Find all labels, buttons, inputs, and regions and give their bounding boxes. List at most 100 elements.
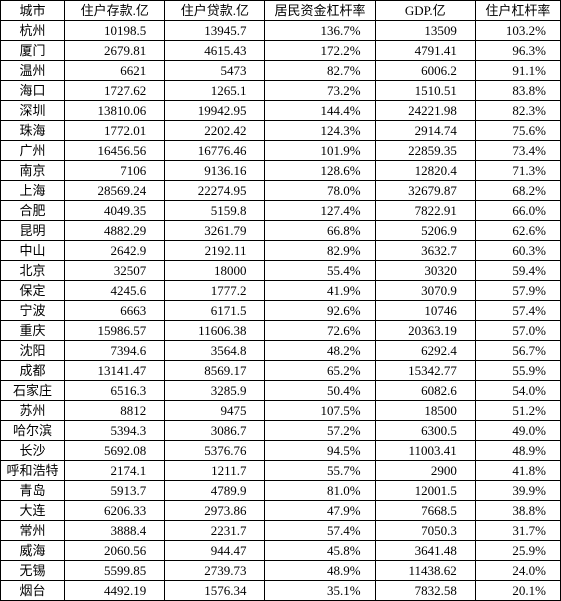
cell-hh-leverage: 73.4%	[475, 141, 560, 161]
cell-gdp: 6292.4	[375, 341, 475, 361]
cell-city: 温州	[1, 61, 65, 81]
cell-city: 中山	[1, 241, 65, 261]
cell-gdp: 1510.51	[375, 81, 475, 101]
cell-hh-leverage: 41.8%	[475, 461, 560, 481]
cell-hh-leverage: 60.3%	[475, 241, 560, 261]
cell-loan: 11606.38	[165, 321, 265, 341]
cell-gdp: 5206.9	[375, 221, 475, 241]
cell-gdp: 10746	[375, 301, 475, 321]
cell-city: 呼和浩特	[1, 461, 65, 481]
cell-hh-leverage: 103.2%	[475, 21, 560, 41]
table-row: 合肥4049.355159.8127.4%7822.9166.0%	[1, 201, 561, 221]
table-row: 昆明4882.293261.7966.8%5206.962.6%	[1, 221, 561, 241]
cell-hh-leverage: 57.9%	[475, 281, 560, 301]
cell-gdp: 15342.77	[375, 361, 475, 381]
cell-fund-leverage: 92.6%	[265, 301, 375, 321]
cell-gdp: 20363.19	[375, 321, 475, 341]
cell-deposit: 7106	[65, 161, 165, 181]
cell-loan: 18000	[165, 261, 265, 281]
cell-deposit: 16456.56	[65, 141, 165, 161]
cell-deposit: 5692.08	[65, 441, 165, 461]
cell-fund-leverage: 144.4%	[265, 101, 375, 121]
col-deposit: 住户存款.亿	[65, 1, 165, 21]
cell-fund-leverage: 78.0%	[265, 181, 375, 201]
cell-fund-leverage: 55.7%	[265, 461, 375, 481]
cell-gdp: 12820.4	[375, 161, 475, 181]
cell-hh-leverage: 56.7%	[475, 341, 560, 361]
table-row: 中山2642.92192.1182.9%3632.760.3%	[1, 241, 561, 261]
cell-loan: 13945.7	[165, 21, 265, 41]
cell-city: 沈阳	[1, 341, 65, 361]
cell-hh-leverage: 83.8%	[475, 81, 560, 101]
table-row: 成都13141.478569.1765.2%15342.7755.9%	[1, 361, 561, 381]
cell-gdp: 7050.3	[375, 521, 475, 541]
cell-city: 重庆	[1, 321, 65, 341]
table-row: 常州3888.42231.757.4%7050.331.7%	[1, 521, 561, 541]
cell-fund-leverage: 35.1%	[265, 581, 375, 601]
table-row: 呼和浩特2174.11211.755.7%290041.8%	[1, 461, 561, 481]
cell-city: 南京	[1, 161, 65, 181]
cell-gdp: 7832.58	[375, 581, 475, 601]
cell-deposit: 5394.3	[65, 421, 165, 441]
cell-gdp: 2914.74	[375, 121, 475, 141]
cell-loan: 6171.5	[165, 301, 265, 321]
cell-hh-leverage: 51.2%	[475, 401, 560, 421]
cell-city: 保定	[1, 281, 65, 301]
table-row: 大连6206.332973.8647.9%7668.538.8%	[1, 501, 561, 521]
cell-deposit: 2642.9	[65, 241, 165, 261]
cell-loan: 3564.8	[165, 341, 265, 361]
table-row: 石家庄6516.33285.950.4%6082.654.0%	[1, 381, 561, 401]
cell-loan: 5473	[165, 61, 265, 81]
cell-fund-leverage: 57.2%	[265, 421, 375, 441]
cell-hh-leverage: 91.1%	[475, 61, 560, 81]
cell-deposit: 3888.4	[65, 521, 165, 541]
cell-fund-leverage: 72.6%	[265, 321, 375, 341]
cell-deposit: 4049.35	[65, 201, 165, 221]
table-row: 珠海1772.012202.42124.3%2914.7475.6%	[1, 121, 561, 141]
table-row: 烟台4492.191576.3435.1%7832.5820.1%	[1, 581, 561, 601]
table-row: 广州16456.5616776.46101.9%22859.3573.4%	[1, 141, 561, 161]
cell-deposit: 13810.06	[65, 101, 165, 121]
cell-city: 深圳	[1, 101, 65, 121]
table-row: 上海28569.2422274.9578.0%32679.8768.2%	[1, 181, 561, 201]
cell-fund-leverage: 81.0%	[265, 481, 375, 501]
cell-city: 成都	[1, 361, 65, 381]
cell-gdp: 30320	[375, 261, 475, 281]
cell-city: 上海	[1, 181, 65, 201]
table-row: 海口1727.621265.173.2%1510.5183.8%	[1, 81, 561, 101]
table-row: 威海2060.56944.4745.8%3641.4825.9%	[1, 541, 561, 561]
cell-loan: 2973.86	[165, 501, 265, 521]
cell-fund-leverage: 107.5%	[265, 401, 375, 421]
cell-city: 昆明	[1, 221, 65, 241]
cell-city: 威海	[1, 541, 65, 561]
cell-gdp: 3070.9	[375, 281, 475, 301]
cell-gdp: 22859.35	[375, 141, 475, 161]
cell-gdp: 12001.5	[375, 481, 475, 501]
cell-deposit: 6206.33	[65, 501, 165, 521]
cell-gdp: 7822.91	[375, 201, 475, 221]
cell-hh-leverage: 20.1%	[475, 581, 560, 601]
cell-fund-leverage: 47.9%	[265, 501, 375, 521]
table-row: 北京325071800055.4%3032059.4%	[1, 261, 561, 281]
cell-loan: 4789.9	[165, 481, 265, 501]
cell-loan: 3261.79	[165, 221, 265, 241]
cell-deposit: 4492.19	[65, 581, 165, 601]
cell-loan: 1265.1	[165, 81, 265, 101]
cell-fund-leverage: 50.4%	[265, 381, 375, 401]
cell-fund-leverage: 136.7%	[265, 21, 375, 41]
cell-gdp: 2900	[375, 461, 475, 481]
cell-loan: 944.47	[165, 541, 265, 561]
cell-loan: 9475	[165, 401, 265, 421]
cell-loan: 2192.11	[165, 241, 265, 261]
cell-gdp: 24221.98	[375, 101, 475, 121]
col-hh-leverage: 住户杠杆率	[475, 1, 560, 21]
cell-fund-leverage: 48.2%	[265, 341, 375, 361]
table-header-row: 城市 住户存款.亿 住户贷款.亿 居民资金杠杆率 GDP.亿 住户杠杆率	[1, 1, 561, 21]
table-row: 长沙5692.085376.7694.5%11003.4148.9%	[1, 441, 561, 461]
cell-gdp: 4791.41	[375, 41, 475, 61]
col-fund-leverage: 居民资金杠杆率	[265, 1, 375, 21]
cell-deposit: 13141.47	[65, 361, 165, 381]
cell-loan: 5159.8	[165, 201, 265, 221]
cell-city: 苏州	[1, 401, 65, 421]
cell-fund-leverage: 45.8%	[265, 541, 375, 561]
